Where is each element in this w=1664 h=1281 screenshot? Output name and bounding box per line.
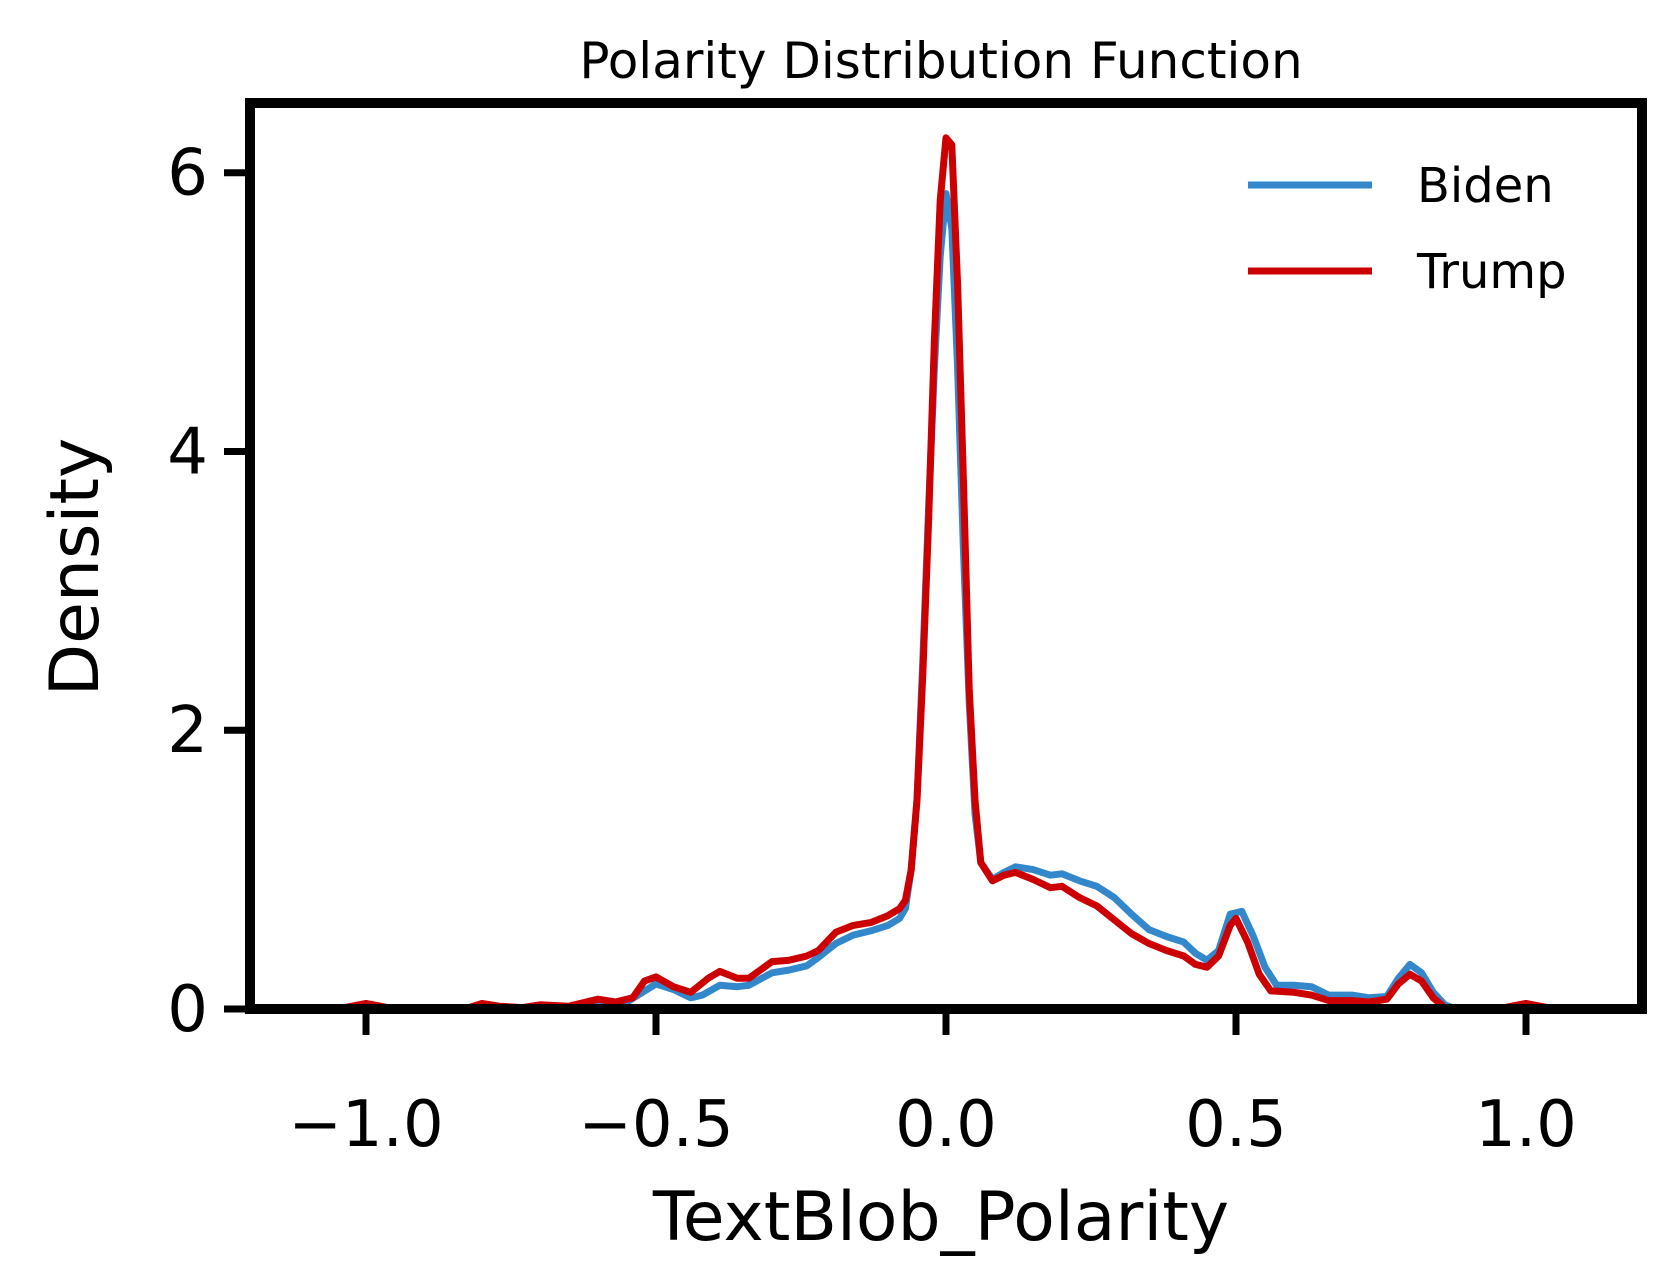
- y-tick-label: 4: [167, 415, 208, 489]
- x-tick-label: 0.5: [1185, 1088, 1287, 1162]
- x-tick-label: −0.5: [578, 1088, 733, 1162]
- y-tick-label: 0: [167, 973, 208, 1047]
- y-tick-label: 6: [167, 137, 208, 211]
- plot-lines: [333, 134, 1559, 1013]
- legend: Biden Trump: [1248, 158, 1567, 300]
- series-line-trump: [333, 134, 1559, 1013]
- y-tick-label: 2: [167, 694, 208, 768]
- x-tick-label: 0.0: [895, 1088, 997, 1162]
- chart-title: Polarity Distribution Function: [579, 32, 1302, 90]
- legend-label-trump: Trump: [1416, 244, 1567, 300]
- y-axis-label: Density: [36, 438, 115, 697]
- x-tick-label: 1.0: [1475, 1088, 1577, 1162]
- y-axis-ticks: 0 2 4 6: [167, 137, 250, 1047]
- x-tick-label: −1.0: [288, 1088, 443, 1162]
- legend-label-biden: Biden: [1417, 158, 1554, 214]
- x-axis-label: TextBlob_Polarity: [652, 1178, 1229, 1257]
- plot-frame: [245, 98, 1647, 1014]
- series-line-biden: [333, 190, 1559, 1013]
- x-axis-ticks: −1.0 −0.5 0.0 0.5 1.0: [288, 1009, 1577, 1162]
